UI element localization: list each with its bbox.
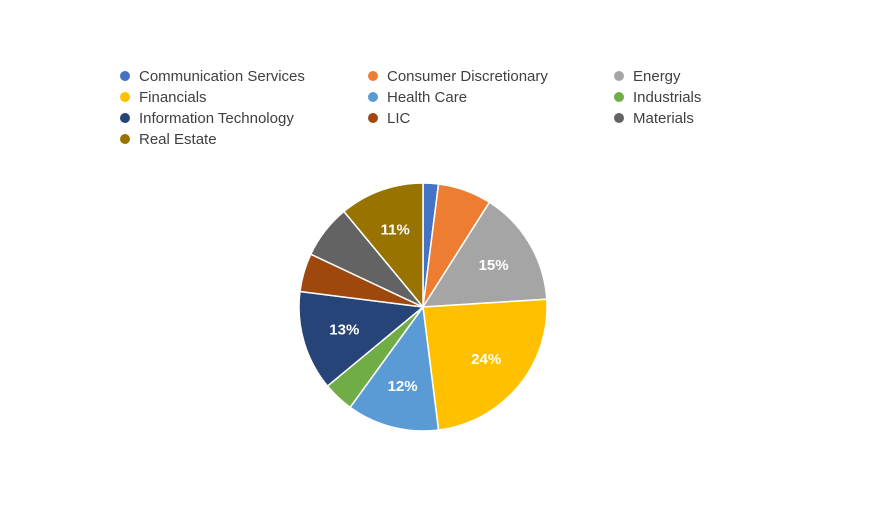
legend-item-industrials[interactable]: Industrials bbox=[614, 87, 844, 107]
pie-svg: 15%24%12%13%11% bbox=[298, 182, 548, 432]
legend-label: Energy bbox=[633, 67, 681, 85]
legend-label: Real Estate bbox=[139, 130, 217, 148]
legend-marker-icon bbox=[614, 92, 624, 102]
pie-slice-financials[interactable] bbox=[422, 298, 548, 431]
legend-item-financials[interactable]: Financials bbox=[120, 87, 368, 107]
legend-marker-icon bbox=[120, 92, 130, 102]
pie-slice-real-estate[interactable] bbox=[343, 182, 424, 308]
legend-marker-icon bbox=[120, 134, 130, 144]
pie-slice-information-technology[interactable] bbox=[298, 290, 424, 387]
pie-slice-energy[interactable] bbox=[422, 201, 548, 308]
pie-chart: 15% 24% 12% 13% 11% bbox=[276, 160, 570, 454]
legend-item-health-care[interactable]: Health Care bbox=[368, 87, 614, 107]
legend-label: Health Care bbox=[387, 88, 468, 106]
legend-item-energy[interactable]: Energy bbox=[614, 66, 844, 86]
legend-marker-icon bbox=[368, 113, 378, 123]
legend-item-consumer-discretionary[interactable]: Consumer Discretionary bbox=[368, 66, 614, 86]
legend-label: Materials bbox=[633, 109, 694, 127]
legend-item-materials[interactable]: Materials bbox=[614, 108, 844, 128]
legend-label: Industrials bbox=[633, 88, 702, 106]
legend-label: LIC bbox=[387, 109, 411, 127]
legend-label: Financials bbox=[139, 88, 207, 106]
legend-marker-icon bbox=[614, 113, 624, 123]
chart-legend: Communication Services Consumer Discretio… bbox=[120, 66, 844, 149]
pie-slice-health-care[interactable] bbox=[349, 306, 440, 432]
legend-item-communication-services[interactable]: Communication Services bbox=[120, 66, 368, 86]
legend-marker-icon bbox=[120, 71, 130, 81]
legend-label: Communication Services bbox=[139, 67, 305, 85]
legend-label: Information Technology bbox=[139, 109, 294, 127]
legend-item-lic[interactable]: LIC bbox=[368, 108, 614, 128]
legend-label: Consumer Discretionary bbox=[387, 67, 548, 85]
legend-marker-icon bbox=[368, 92, 378, 102]
legend-marker-icon bbox=[614, 71, 624, 81]
legend-marker-icon bbox=[368, 71, 378, 81]
legend-marker-icon bbox=[120, 113, 130, 123]
legend-item-real-estate[interactable]: Real Estate bbox=[120, 129, 368, 149]
legend-item-information-technology[interactable]: Information Technology bbox=[120, 108, 368, 128]
